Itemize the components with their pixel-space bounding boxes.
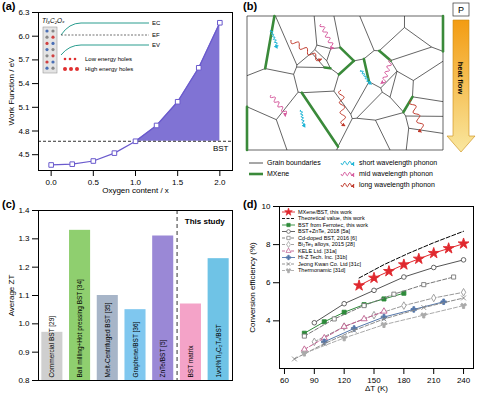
svg-text:1.0: 1.0 <box>18 319 30 328</box>
svg-text:1vol%Ti₃C₂Tₓ/BST: 1vol%Ti₃C₂Tₓ/BST <box>215 324 222 377</box>
svg-text:Low energy holes: Low energy holes <box>85 56 132 62</box>
svg-text:1.1: 1.1 <box>18 291 30 300</box>
svg-text:Ball milling+Hot pressing BST: Ball milling+Hot pressing BST [34] <box>76 279 84 378</box>
svg-text:1.5: 1.5 <box>172 178 184 187</box>
svg-text:5.4: 5.4 <box>18 79 30 88</box>
svg-text:Ti₃C₂Oₓ: Ti₃C₂Oₓ <box>42 17 65 24</box>
svg-text:1.2: 1.2 <box>18 263 30 272</box>
svg-text:heat flow: heat flow <box>456 62 465 95</box>
html-text:(d): (d) <box>243 198 257 210</box>
svg-text:90: 90 <box>310 376 319 385</box>
svg-text:4.8: 4.8 <box>18 127 30 136</box>
svg-text:Cd-doped BST, 2016 [6]: Cd-doped BST, 2016 [6] <box>298 235 357 241</box>
svg-text:ΔT (K): ΔT (K) <box>365 384 388 393</box>
svg-text:4.5: 4.5 <box>18 150 30 159</box>
svg-text:150: 150 <box>367 376 381 386</box>
svg-text:Commercial BST [29]: Commercial BST [29] <box>48 316 56 378</box>
svg-text:240: 240 <box>457 376 471 385</box>
svg-text:60: 60 <box>280 376 289 385</box>
svg-text:120: 120 <box>337 376 351 385</box>
svg-text:1.0: 1.0 <box>129 178 142 188</box>
svg-text:0.5: 0.5 <box>88 178 100 187</box>
svg-text:ZnTe/BST [5]: ZnTe/BST [5] <box>159 339 167 377</box>
svg-text:Jeong Kwan Co. Ltd [31c]: Jeong Kwan Co. Ltd [31c] <box>298 261 361 267</box>
svg-text:5.7: 5.7 <box>18 55 30 64</box>
svg-text:This study: This study <box>185 217 226 226</box>
svg-text:EC: EC <box>152 20 161 26</box>
svg-text:6: 6 <box>266 278 271 287</box>
svg-text:long wavelength phonon: long wavelength phonon <box>359 181 435 189</box>
svg-text:Grain boundaries: Grain boundaries <box>267 159 321 166</box>
svg-text:Work Function / eV: Work Function / eV <box>7 57 16 126</box>
svg-text:EF: EF <box>152 32 160 38</box>
svg-text:10: 10 <box>262 202 271 211</box>
svg-text:Conversion efficiency (%): Conversion efficiency (%) <box>248 242 257 333</box>
svg-text:Thermonamic [31d]: Thermonamic [31d] <box>298 267 346 273</box>
svg-text:High energy holes: High energy holes <box>85 66 133 72</box>
svg-text:BST+ZnTe, 2018 [5a]: BST+ZnTe, 2018 [5a] <box>298 228 351 234</box>
svg-text:MXene: MXene <box>267 170 289 177</box>
svg-text:Hi-Z Tech. Inc. [31b]: Hi-Z Tech. Inc. [31b] <box>298 254 348 260</box>
svg-text:180: 180 <box>397 376 411 385</box>
svg-text:0.9: 0.9 <box>18 348 30 357</box>
svg-text:mid wavelength phonon: mid wavelength phonon <box>359 170 433 178</box>
svg-text:MXene/BST, this work: MXene/BST, this work <box>298 209 352 215</box>
svg-text:BST: BST <box>213 144 229 153</box>
svg-text:BST from Ferrotec, this work: BST from Ferrotec, this work <box>298 222 368 228</box>
html-text:(c): (c) <box>2 198 16 210</box>
svg-text:Graphene/BST [36]: Graphene/BST [36] <box>132 321 140 377</box>
svg-text:210: 210 <box>427 376 441 385</box>
svg-text:0.8: 0.8 <box>18 376 30 385</box>
svg-text:6.0: 6.0 <box>18 32 30 41</box>
svg-text:short wavelength phonon: short wavelength phonon <box>359 159 437 167</box>
svg-text:4: 4 <box>266 316 271 325</box>
svg-text:KELE Ltd. [31a]: KELE Ltd. [31a] <box>298 248 337 254</box>
svg-text:BST matrix: BST matrix <box>187 345 194 378</box>
svg-text:P: P <box>458 5 464 15</box>
svg-text:8: 8 <box>266 240 271 249</box>
svg-text:Oxygen content / x: Oxygen content / x <box>102 186 169 195</box>
html-text:(a): (a) <box>2 0 16 12</box>
html-text:(b): (b) <box>243 0 257 12</box>
svg-text:5.1: 5.1 <box>18 103 30 112</box>
svg-text:0.0: 0.0 <box>46 178 58 187</box>
svg-text:1.3: 1.3 <box>18 234 30 243</box>
svg-text:Melt-Centrifuged BST [35]: Melt-Centrifuged BST [35] <box>104 302 112 377</box>
svg-text:6.3: 6.3 <box>18 8 30 17</box>
svg-text:Theoretical value, this work: Theoretical value, this work <box>298 215 365 221</box>
svg-text:2.0: 2.0 <box>214 178 226 187</box>
svg-text:EV: EV <box>152 42 160 48</box>
svg-text:Bi₂Te₃ alloys, 2015 [28]: Bi₂Te₃ alloys, 2015 [28] <box>298 241 355 247</box>
svg-text:Average ZT: Average ZT <box>7 275 16 317</box>
svg-text:1.4: 1.4 <box>18 206 30 215</box>
